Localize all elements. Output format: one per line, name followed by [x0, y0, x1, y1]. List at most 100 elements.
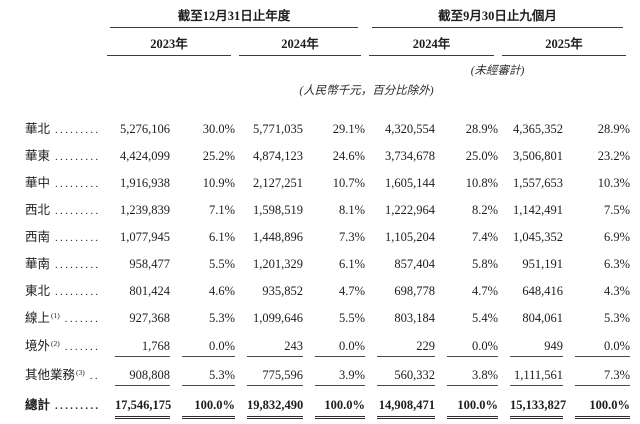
value-cell: 1,201,329	[253, 257, 303, 271]
region-label: 總計	[25, 398, 51, 412]
value-cell: 10.3%	[597, 176, 631, 190]
row-label: 線上 (1)	[25, 310, 103, 328]
value-cell: 560,332	[365, 362, 436, 391]
value-cell: 100.0%	[303, 391, 366, 424]
value-cell: 951,191	[522, 257, 564, 271]
year-header-2024: 2024年	[239, 28, 362, 56]
value-cell: 7.1%	[208, 203, 235, 217]
value-cell: 1,077,945	[120, 230, 170, 244]
table-row: 東北 801,424 4.6% 935,852 4.7% 698,778 4.7% 648,…	[25, 278, 630, 305]
header-spacer	[25, 5, 103, 28]
value-cell: 7.4%	[471, 230, 499, 244]
table-row: 西南 1,077,945 6.1% 1,448,896 7.3% 1,105,204 7.…	[25, 224, 630, 251]
value-cell: 4.6%	[208, 284, 235, 298]
region-label: 境外	[25, 339, 51, 353]
value-cell: 1,768	[103, 333, 170, 362]
footnote-marker: (1)	[51, 311, 60, 320]
value-cell: 1,916,938	[120, 176, 170, 190]
value-cell: 25.0%	[465, 149, 499, 163]
value-cell: 5.3%	[170, 362, 235, 391]
value-cell: 3,506,801	[513, 149, 564, 163]
row-label: 華北	[25, 121, 103, 138]
row-label: 華南	[25, 256, 103, 273]
value-cell: 15,133,827	[498, 391, 566, 424]
table-row: 華東 4,424,099 25.2% 4,874,123 24.6% 3,734,678…	[25, 143, 630, 170]
dot-leader	[90, 368, 99, 384]
table-row: 線上 (1) 927,368 5.3% 1,099,646 5.5% 803,184 5.…	[25, 305, 630, 333]
region-label: 西北	[25, 203, 51, 217]
units-note-row: (人民幣千元，百分比除外)	[25, 78, 630, 98]
value-cell: 958,477	[129, 257, 170, 271]
value-cell: 7.3%	[338, 230, 366, 244]
value-cell: 25.2%	[202, 149, 235, 163]
value-cell: 10.8%	[465, 176, 499, 190]
value-cell: 648,416	[522, 284, 564, 298]
value-cell: 935,852	[262, 284, 303, 298]
table-row: 其他業務 (3) 908,8085.3%775,5963.9%560,3323.…	[25, 362, 631, 391]
value-cell: 7.3%	[563, 362, 631, 391]
dot-leader	[55, 257, 99, 273]
region-label: 華南	[25, 257, 51, 271]
value-cell: 0.0%	[563, 333, 631, 362]
value-cell: 927,368	[129, 311, 170, 325]
value-cell: 24.6%	[332, 149, 366, 163]
dot-leader	[55, 230, 99, 246]
value-cell: 5,771,035	[253, 122, 303, 136]
value-cell: 4.3%	[603, 284, 631, 298]
value-cell: 6.9%	[603, 230, 631, 244]
footnote-marker: (3)	[76, 368, 85, 377]
row-label: 總計	[25, 397, 103, 414]
table-row: 華北 5,276,106 30.0% 5,771,035 29.1% 4,320,554…	[25, 98, 630, 143]
value-cell: 100.0%	[170, 391, 235, 424]
footnote-marker: (2)	[51, 339, 60, 348]
value-cell: 17,546,175	[103, 391, 171, 424]
row-label: 華東	[25, 148, 103, 165]
value-cell: 23.2%	[597, 149, 631, 163]
value-cell: 4,320,554	[385, 122, 436, 136]
row-label: 其他業務 (3)	[25, 367, 103, 385]
value-cell: 5.5%	[338, 311, 366, 325]
value-cell: 3.8%	[435, 362, 499, 391]
value-cell: 6.1%	[208, 230, 235, 244]
unaudited-note: (未經審計)	[470, 65, 525, 77]
table-row: 西北 1,239,839 7.1% 1,598,519 8.1% 1,222,964 8.…	[25, 197, 630, 224]
value-cell: 1,142,491	[513, 203, 564, 217]
unaudited-note-row: (未經審計)	[25, 56, 630, 78]
value-cell: 1,239,839	[120, 203, 170, 217]
value-cell: 1,557,653	[513, 176, 564, 190]
value-cell: 28.9%	[465, 122, 499, 136]
value-cell: 1,448,896	[253, 230, 303, 244]
value-cell: 3.9%	[303, 362, 366, 391]
year-header-2023: 2023年	[107, 28, 231, 56]
value-cell: 698,778	[394, 284, 436, 298]
value-cell: 28.9%	[597, 122, 631, 136]
value-cell: 10.7%	[332, 176, 366, 190]
value-cell: 803,184	[394, 311, 436, 325]
value-cell: 0.0%	[170, 333, 235, 362]
region-label: 其他業務	[25, 368, 76, 382]
value-cell: 1,111,561	[498, 362, 564, 391]
value-cell: 6.1%	[338, 257, 366, 271]
value-cell: 857,404	[394, 257, 436, 271]
dot-leader	[65, 339, 99, 355]
value-cell: 949	[498, 333, 564, 362]
period-header-row: 截至12月31日止年度 截至9月30日止九個月	[25, 5, 630, 28]
value-cell: 1,598,519	[253, 203, 303, 217]
period-header-nine-months: 截至9月30日止九個月	[372, 5, 624, 28]
dot-leader	[55, 122, 99, 138]
year-header-row: 2023年 2024年 2024年 2025年	[25, 28, 630, 56]
table-row: 華南 958,477 5.5% 1,201,329 6.1% 857,404 5.8% 95…	[25, 251, 630, 278]
value-cell: 100.0%	[435, 391, 499, 424]
value-cell: 2,127,251	[253, 176, 303, 190]
value-cell: 6.3%	[603, 257, 631, 271]
value-cell: 4.7%	[471, 284, 499, 298]
value-cell: 5.3%	[603, 311, 631, 325]
value-cell: 775,596	[235, 362, 303, 391]
table-row: 華中 1,916,938 10.9% 2,127,251 10.7% 1,605,144…	[25, 170, 630, 197]
region-label: 華中	[25, 176, 51, 190]
year-header-2025-nine-months: 2025年	[502, 28, 627, 56]
value-cell: 4,365,352	[513, 122, 564, 136]
row-label: 東北	[25, 283, 103, 300]
